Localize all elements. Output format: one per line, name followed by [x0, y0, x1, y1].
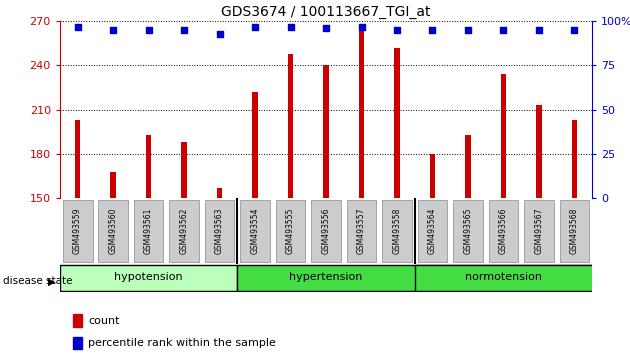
- Point: [250, 24, 260, 29]
- Text: count: count: [88, 316, 120, 326]
- Text: GSM493561: GSM493561: [144, 208, 153, 254]
- Text: GSM493555: GSM493555: [286, 208, 295, 254]
- FancyBboxPatch shape: [169, 200, 199, 262]
- FancyBboxPatch shape: [134, 200, 163, 262]
- Text: disease state: disease state: [3, 276, 72, 286]
- Text: hypertension: hypertension: [289, 272, 363, 282]
- FancyBboxPatch shape: [453, 200, 483, 262]
- Point: [179, 27, 189, 33]
- Point: [108, 27, 118, 33]
- Bar: [466, 135, 471, 198]
- FancyBboxPatch shape: [240, 200, 270, 262]
- Point: [72, 24, 83, 29]
- Point: [534, 27, 544, 33]
- Point: [144, 27, 154, 33]
- Text: GSM493564: GSM493564: [428, 208, 437, 254]
- Bar: [75, 120, 80, 198]
- FancyBboxPatch shape: [276, 200, 306, 262]
- Bar: [253, 92, 258, 198]
- Bar: [394, 48, 399, 198]
- Bar: [146, 135, 151, 198]
- Bar: [536, 105, 542, 198]
- FancyBboxPatch shape: [63, 200, 93, 262]
- Text: GSM493559: GSM493559: [73, 208, 82, 254]
- Bar: [217, 188, 222, 198]
- Bar: [72, 314, 82, 327]
- Text: normotension: normotension: [465, 272, 542, 282]
- Bar: [323, 65, 329, 198]
- Point: [392, 27, 402, 33]
- Bar: [181, 142, 186, 198]
- FancyBboxPatch shape: [382, 200, 412, 262]
- FancyBboxPatch shape: [346, 200, 376, 262]
- FancyBboxPatch shape: [238, 265, 592, 291]
- Text: percentile rank within the sample: percentile rank within the sample: [88, 338, 277, 348]
- FancyBboxPatch shape: [98, 200, 128, 262]
- Point: [321, 25, 331, 31]
- FancyBboxPatch shape: [418, 200, 447, 262]
- Text: ▶: ▶: [48, 276, 55, 286]
- Bar: [110, 172, 116, 198]
- Text: GSM493554: GSM493554: [251, 208, 260, 254]
- Bar: [430, 154, 435, 198]
- Bar: [72, 337, 82, 349]
- FancyBboxPatch shape: [205, 200, 234, 262]
- Bar: [572, 120, 577, 198]
- Bar: [288, 54, 293, 198]
- Text: hypotension: hypotension: [114, 272, 183, 282]
- Text: GSM493556: GSM493556: [321, 208, 331, 254]
- FancyBboxPatch shape: [559, 200, 589, 262]
- Point: [427, 27, 437, 33]
- Bar: [501, 74, 506, 198]
- FancyBboxPatch shape: [415, 265, 630, 291]
- Text: GSM493558: GSM493558: [392, 208, 401, 254]
- Point: [463, 27, 473, 33]
- Text: GSM493568: GSM493568: [570, 208, 579, 254]
- Text: GSM493565: GSM493565: [464, 208, 472, 254]
- Text: GSM493567: GSM493567: [534, 208, 544, 254]
- FancyBboxPatch shape: [60, 265, 238, 291]
- Text: GSM493562: GSM493562: [180, 208, 188, 254]
- Point: [498, 27, 508, 33]
- FancyBboxPatch shape: [489, 200, 518, 262]
- FancyBboxPatch shape: [311, 200, 341, 262]
- Point: [214, 31, 224, 36]
- Point: [357, 24, 367, 29]
- Text: GSM493566: GSM493566: [499, 208, 508, 254]
- Text: GSM493560: GSM493560: [108, 208, 118, 254]
- Point: [570, 27, 580, 33]
- Title: GDS3674 / 100113667_TGI_at: GDS3674 / 100113667_TGI_at: [221, 5, 431, 19]
- Text: GSM493563: GSM493563: [215, 208, 224, 254]
- Point: [285, 24, 295, 29]
- FancyBboxPatch shape: [524, 200, 554, 262]
- Bar: [359, 29, 364, 198]
- Text: GSM493557: GSM493557: [357, 208, 366, 254]
